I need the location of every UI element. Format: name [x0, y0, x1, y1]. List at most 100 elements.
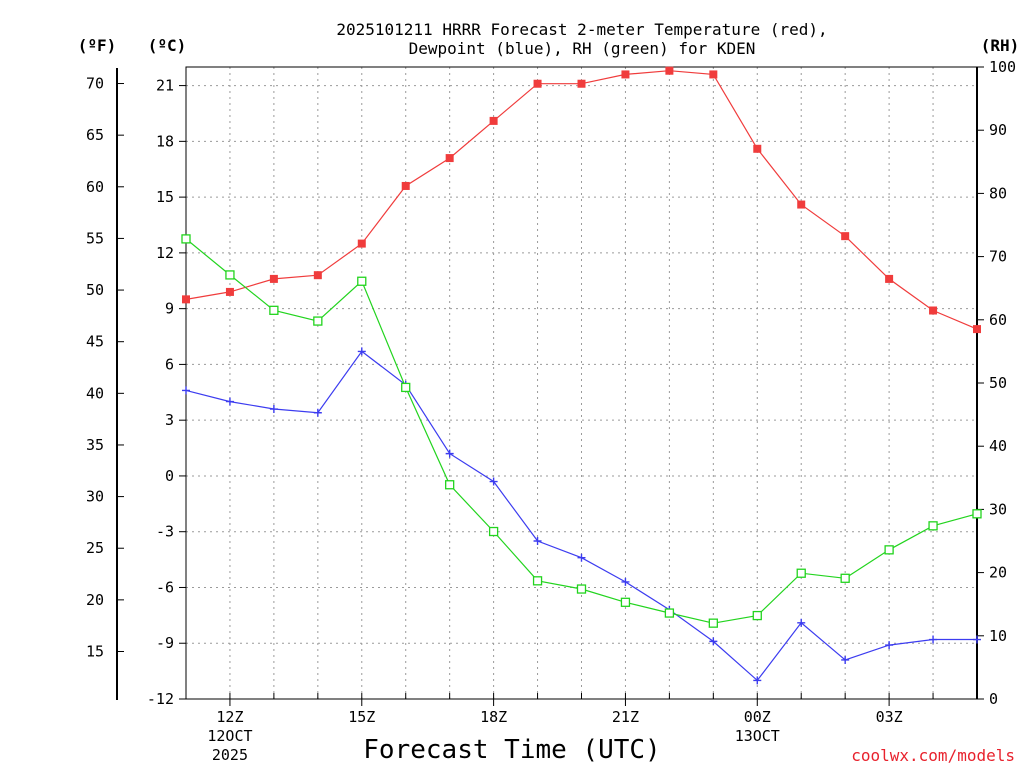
- rh-point: [445, 480, 455, 490]
- rh-point: [181, 234, 191, 244]
- rh-point: [225, 270, 235, 280]
- series-layer: [181, 66, 982, 685]
- x-axis-title: Forecast Time (UTC): [363, 735, 660, 765]
- rh-tick-label: 70: [989, 248, 1007, 266]
- rh-tick-label: 0: [989, 690, 998, 708]
- rh-tick-label: 20: [989, 564, 1007, 582]
- temperature-point: [753, 144, 762, 153]
- fahrenheit-tick-label: 30: [86, 488, 104, 506]
- rh-point: [928, 521, 938, 531]
- celsius-tick-label: 15: [156, 188, 174, 206]
- dewpoint-point: [182, 386, 190, 395]
- temperature-point: [797, 200, 806, 209]
- temperature-point: [533, 79, 542, 88]
- rh-point: [576, 584, 587, 594]
- dewpoint-point: [885, 641, 894, 650]
- rh-tick-label: 50: [989, 374, 1007, 392]
- rh-point: [357, 276, 367, 286]
- temperature-point: [401, 181, 410, 190]
- dewpoint-point: [313, 408, 322, 417]
- temperature-point: [357, 239, 366, 248]
- celsius-tick-label: 12: [156, 244, 174, 262]
- rh-point: [269, 305, 279, 315]
- rh-point: [620, 597, 631, 607]
- dewpoint-point: [973, 635, 981, 644]
- x-tick-year: 2025: [212, 746, 248, 764]
- temperature-point: [709, 70, 718, 79]
- dewpoint-point: [709, 637, 718, 646]
- rh-tick-label: 80: [989, 184, 1007, 202]
- dewpoint-point: [489, 477, 498, 486]
- fahrenheit-tick-label: 15: [86, 642, 104, 660]
- fahrenheit-tick-label: 35: [86, 436, 104, 454]
- fahrenheit-tick-label: 50: [86, 281, 104, 299]
- dewpoint-point: [753, 676, 762, 685]
- rh-point: [972, 509, 982, 519]
- celsius-tick-label: -3: [156, 523, 174, 541]
- dewpoint-point: [225, 397, 234, 406]
- x-tick-date: 12OCT: [207, 727, 252, 745]
- fahrenheit-tick-label: 65: [86, 126, 104, 144]
- x-tick-label: 18Z: [480, 708, 507, 726]
- dewpoint-point: [841, 655, 850, 664]
- dewpoint-point: [929, 635, 938, 644]
- temperature-point: [973, 325, 981, 334]
- rh-point: [532, 576, 543, 586]
- temperature-point: [313, 271, 322, 280]
- chart-title-line1: 2025101211 HRRR Forecast 2-meter Tempera…: [336, 20, 827, 39]
- fahrenheit-tick-label: 55: [86, 229, 104, 247]
- celsius-tick-label: 18: [156, 132, 174, 150]
- x-tick-label: 15Z: [348, 708, 375, 726]
- x-tick-label: 12Z: [216, 708, 243, 726]
- temperature-point: [841, 232, 850, 241]
- temperature-point: [182, 295, 190, 304]
- temperature-point: [621, 70, 630, 79]
- fahrenheit-tick-label: 25: [86, 539, 104, 557]
- celsius-tick-label: 9: [165, 300, 174, 318]
- fahrenheit-tick-label: 20: [86, 591, 104, 609]
- celsius-tick-label: -12: [147, 690, 174, 708]
- celsius-unit-label: (ºC): [148, 36, 187, 55]
- fahrenheit-tick-label: 60: [86, 178, 104, 196]
- rh-point: [313, 316, 323, 326]
- rh-point: [664, 608, 675, 618]
- dewpoint-point: [357, 347, 366, 356]
- plot-frame: [185, 66, 978, 700]
- rh-tick-label: 90: [989, 121, 1007, 139]
- temperature-point: [665, 66, 674, 75]
- celsius-tick-label: 6: [165, 355, 174, 373]
- x-tick-label: 03Z: [876, 708, 903, 726]
- rh-point: [884, 545, 894, 555]
- celsius-tick-label: -6: [156, 578, 174, 596]
- temperature-point: [445, 154, 454, 163]
- temperature-point: [885, 274, 894, 283]
- rh-point: [401, 382, 411, 393]
- rh-unit-label: (RH): [981, 36, 1020, 55]
- dewpoint-point: [269, 405, 278, 414]
- rh-tick-label: 100: [989, 58, 1016, 76]
- rh-tick-label: 30: [989, 500, 1007, 518]
- temperature-point: [929, 306, 938, 315]
- rh-point: [708, 618, 718, 628]
- fahrenheit-tick-label: 40: [86, 384, 104, 402]
- celsius-tick-label: 0: [165, 467, 174, 485]
- x-tick-label: 21Z: [612, 708, 639, 726]
- x-tick-label: 00Z: [744, 708, 771, 726]
- x-tick-date: 13OCT: [735, 727, 780, 745]
- fahrenheit-tick-label: 45: [86, 333, 104, 351]
- fahrenheit-unit-label: (ºF): [78, 36, 117, 55]
- grid-lines: [186, 67, 977, 699]
- credit-text: coolwx.com/models: [851, 746, 1015, 765]
- fahrenheit-tick-label: 70: [86, 75, 104, 93]
- dewpoint-point: [577, 553, 586, 562]
- dewpoint-point: [533, 537, 542, 545]
- rh-point: [796, 568, 806, 578]
- rh-tick-label: 60: [989, 311, 1007, 329]
- temperature-point: [577, 79, 586, 88]
- rh-point: [488, 526, 499, 537]
- rh-point: [840, 573, 850, 583]
- celsius-tick-label: 21: [156, 77, 174, 95]
- axes: -12-9-6-30369121518211520253035404550556…: [86, 58, 1016, 764]
- temperature-point: [269, 274, 278, 283]
